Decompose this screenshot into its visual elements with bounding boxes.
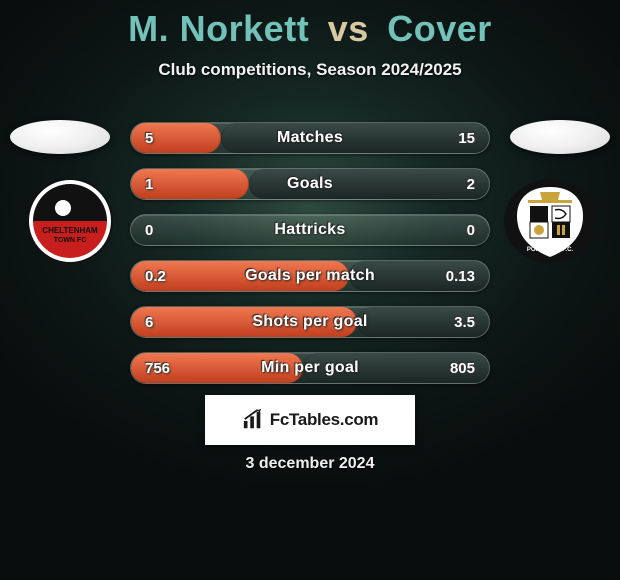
brand-chart-icon [242,409,264,431]
stat-label: Min per goal [131,353,489,383]
comparison-card: M. Norkett vs Cover Club competitions, S… [0,0,620,580]
stat-label: Goals [131,169,489,199]
stat-row: 63.5Shots per goal [130,306,490,338]
stat-row: 515Matches [130,122,490,154]
svg-text:TOWN FC: TOWN FC [54,237,87,244]
vs-separator: vs [328,8,369,49]
stat-row: 756805Min per goal [130,352,490,384]
brand-text: FcTables.com [270,410,379,430]
page-title: M. Norkett vs Cover [0,0,620,50]
stat-label: Shots per goal [131,307,489,337]
svg-text:CHELTENHAM: CHELTENHAM [42,226,98,235]
stats-container: 515Matches 12Goals 00Hattricks 0.20.13Goals… [130,122,490,398]
player2-name: Cover [387,8,492,49]
club-crest-left: CHELTENHAM TOWN FC [20,178,120,264]
stat-row: 12Goals [130,168,490,200]
subtitle: Club competitions, Season 2024/2025 [0,60,620,80]
stat-row: 0.20.13Goals per match [130,260,490,292]
stat-row: 00Hattricks [130,214,490,246]
player1-photo [10,120,110,154]
club-crest-right: PORT VALE F.C. [500,178,600,264]
player1-name: M. Norkett [128,8,309,49]
brand-badge: FcTables.com [205,395,415,445]
svg-text:PORT VALE F.C.: PORT VALE F.C. [527,247,574,253]
stat-label: Matches [131,123,489,153]
date-text: 3 december 2024 [0,455,620,473]
player2-photo [510,120,610,154]
stat-label: Hattricks [131,215,489,245]
stat-label: Goals per match [131,261,489,291]
